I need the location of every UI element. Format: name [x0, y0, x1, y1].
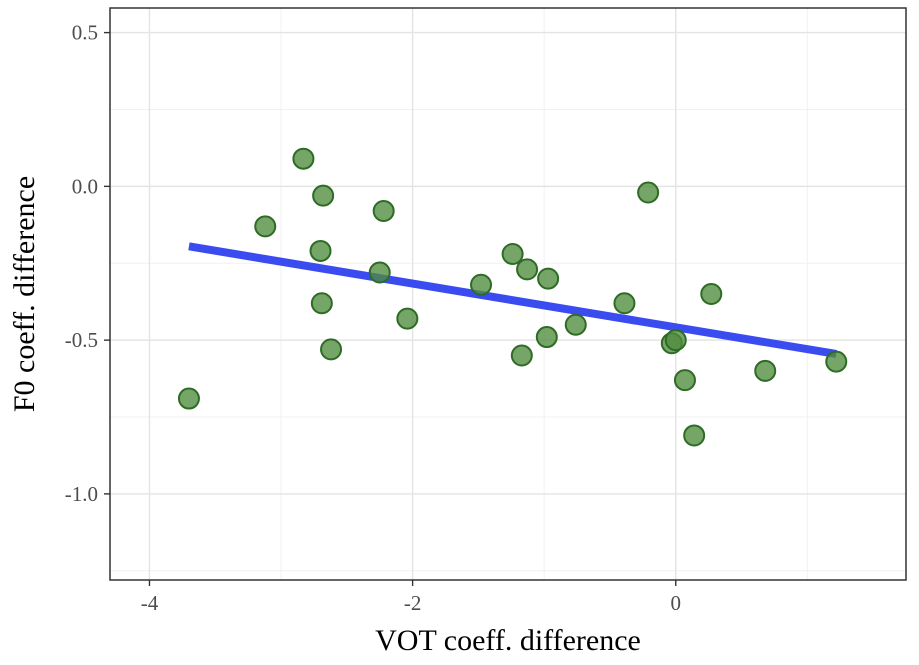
data-point: [501, 243, 524, 266]
data-point: [254, 215, 277, 238]
panel-border: [109, 7, 907, 581]
data-point: [470, 273, 493, 296]
x-tick-label: -2: [404, 591, 422, 615]
y-tick-label: 0.5: [72, 21, 98, 45]
data-point: [312, 184, 335, 207]
y-axis-title: F0 coeff. difference: [8, 176, 41, 412]
regression-line: [188, 242, 837, 358]
data-point: [510, 344, 533, 367]
data-point: [564, 313, 587, 336]
y-tick-label: -1.0: [65, 482, 98, 506]
data-point: [664, 329, 687, 352]
y-axis: -1.0 -0.5 0.0 0.5: [65, 21, 110, 506]
data-point: [177, 387, 200, 410]
major-gridlines: [110, 8, 906, 580]
x-tick-label: -4: [141, 591, 159, 615]
data-point: [396, 307, 419, 330]
data-point: [637, 181, 660, 204]
data-point: [613, 292, 636, 315]
data-point: [320, 338, 343, 361]
data-point: [516, 258, 539, 281]
x-axis: -4 -2 0: [141, 580, 681, 615]
regression-line-layer: [188, 242, 837, 358]
data-point: [535, 326, 558, 349]
data-point: [368, 261, 391, 284]
data-point: [537, 267, 560, 290]
data-point: [292, 147, 315, 170]
data-point: [825, 350, 848, 373]
data-point: [673, 369, 696, 392]
x-axis-title: VOT coeff. difference: [375, 624, 641, 657]
y-tick-label: -0.5: [65, 328, 98, 352]
data-points: [177, 147, 848, 447]
data-point: [700, 283, 723, 305]
data-point: [309, 239, 332, 262]
data-point: [372, 199, 395, 222]
data-point: [754, 359, 777, 382]
y-tick-label: 0.0: [72, 174, 98, 198]
data-point: [683, 424, 706, 447]
x-tick-label: 0: [671, 591, 682, 615]
data-point: [310, 292, 333, 315]
